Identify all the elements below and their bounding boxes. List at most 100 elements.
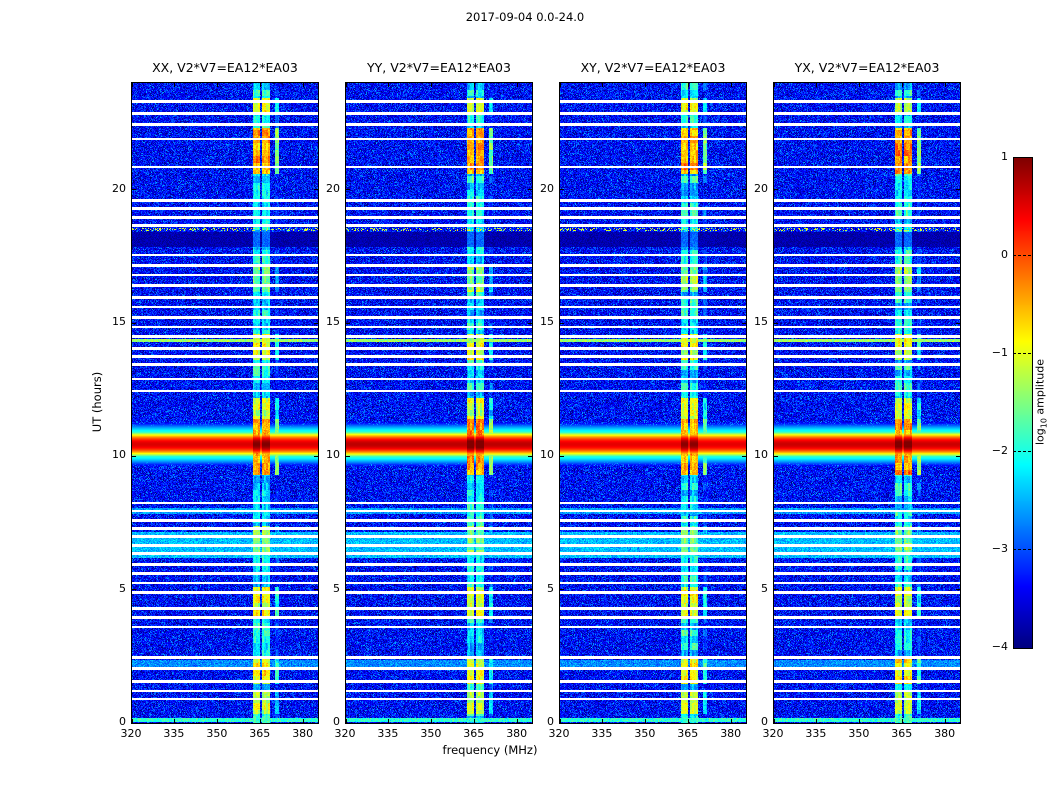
y-tick-mark — [956, 189, 960, 191]
x-tick-label: 320 — [762, 727, 784, 740]
x-tick-mark — [345, 719, 347, 723]
x-axis-label: frequency (MHz) — [442, 743, 538, 757]
y-tick-label: 15 — [326, 315, 340, 328]
y-tick-mark — [528, 589, 532, 591]
x-tick-mark — [217, 719, 219, 723]
y-tick-label: 15 — [754, 315, 768, 328]
x-tick-mark — [645, 719, 647, 723]
x-tick-mark — [773, 83, 775, 87]
y-tick-mark — [528, 189, 532, 191]
x-tick-mark — [559, 83, 561, 87]
panel-title-xy: XY, V2*V7=EA12*EA03 — [580, 60, 726, 75]
spectrogram-panel-xx — [131, 82, 319, 724]
x-tick-label: 350 — [420, 727, 442, 740]
x-tick-mark — [902, 83, 904, 87]
y-tick-label: 10 — [754, 448, 768, 462]
colorbar-tick-label: −1 — [991, 346, 1008, 359]
y-tick-mark — [132, 722, 136, 724]
spectrogram-panel-yx — [773, 82, 961, 724]
x-tick-mark — [731, 83, 733, 87]
y-tick-label: 0 — [333, 715, 340, 728]
x-tick-mark — [559, 719, 561, 723]
y-tick-mark — [774, 589, 778, 591]
x-tick-label: 350 — [634, 727, 656, 740]
x-tick-mark — [345, 83, 347, 87]
x-tick-mark — [431, 83, 433, 87]
colorbar-gradient — [1014, 158, 1032, 648]
y-tick-mark — [742, 455, 746, 457]
x-tick-label: 365 — [249, 727, 271, 740]
x-tick-mark — [517, 83, 519, 87]
y-tick-mark — [956, 589, 960, 591]
x-tick-label: 380 — [506, 727, 528, 740]
spectrogram-canvas-xy — [560, 83, 746, 723]
x-tick-mark — [945, 719, 947, 723]
y-tick-mark — [774, 189, 778, 191]
y-tick-mark — [560, 455, 564, 457]
x-tick-label: 350 — [848, 727, 870, 740]
panel-title-yx: YX, V2*V7=EA12*EA03 — [794, 60, 940, 75]
colorbar-label: log10 amplitude — [1033, 359, 1048, 445]
y-tick-mark — [346, 722, 350, 724]
y-tick-mark — [956, 722, 960, 724]
spectrogram-canvas-yx — [774, 83, 960, 723]
spectrogram-canvas-xx — [132, 83, 318, 723]
x-tick-mark — [859, 719, 861, 723]
x-tick-mark — [174, 83, 176, 87]
colorbar-tick-label: −3 — [991, 542, 1008, 555]
x-tick-mark — [174, 719, 176, 723]
y-tick-mark — [528, 455, 532, 457]
y-tick-mark — [346, 455, 350, 457]
y-tick-mark — [560, 322, 564, 324]
x-tick-mark — [388, 719, 390, 723]
x-tick-mark — [688, 719, 690, 723]
y-tick-mark — [528, 722, 532, 724]
x-tick-mark — [388, 83, 390, 87]
y-tick-mark — [742, 189, 746, 191]
x-tick-mark — [303, 83, 305, 87]
y-tick-label: 20 — [754, 181, 768, 195]
x-tick-mark — [602, 719, 604, 723]
x-tick-mark — [474, 719, 476, 723]
spectrogram-panel-xy — [559, 82, 747, 724]
x-tick-label: 380 — [934, 727, 956, 740]
y-tick-label: 5 — [761, 581, 768, 595]
y-tick-mark — [132, 455, 136, 457]
y-tick-label: 0 — [119, 715, 126, 728]
x-tick-mark — [131, 83, 133, 87]
y-axis-label: UT (hours) — [90, 371, 104, 433]
panel-title-yy: YY, V2*V7=EA12*EA03 — [367, 60, 511, 75]
y-tick-label: 20 — [540, 181, 554, 195]
y-tick-label: 10 — [326, 448, 340, 462]
y-tick-label: 0 — [761, 715, 768, 728]
y-tick-mark — [742, 722, 746, 724]
x-tick-mark — [816, 719, 818, 723]
x-tick-mark — [902, 719, 904, 723]
y-tick-mark — [314, 589, 318, 591]
spectrogram-panel-yy — [345, 82, 533, 724]
x-tick-mark — [217, 83, 219, 87]
x-tick-mark — [773, 719, 775, 723]
x-tick-label: 335 — [805, 727, 827, 740]
colorbar — [1013, 157, 1033, 649]
y-tick-label: 0 — [547, 715, 554, 728]
y-tick-mark — [956, 322, 960, 324]
y-tick-label: 20 — [112, 181, 126, 195]
y-tick-mark — [132, 589, 136, 591]
colorbar-label-pre: log — [1033, 428, 1047, 446]
colorbar-tick-label: −2 — [991, 444, 1008, 457]
y-tick-mark — [314, 455, 318, 457]
y-tick-mark — [314, 722, 318, 724]
x-tick-label: 350 — [206, 727, 228, 740]
y-tick-mark — [742, 589, 746, 591]
y-tick-label: 20 — [326, 181, 340, 195]
y-tick-mark — [132, 189, 136, 191]
x-tick-label: 335 — [163, 727, 185, 740]
x-tick-label: 335 — [591, 727, 613, 740]
y-tick-label: 5 — [333, 581, 340, 595]
y-tick-label: 10 — [112, 448, 126, 462]
y-tick-mark — [346, 322, 350, 324]
x-tick-label: 365 — [891, 727, 913, 740]
x-tick-mark — [260, 719, 262, 723]
